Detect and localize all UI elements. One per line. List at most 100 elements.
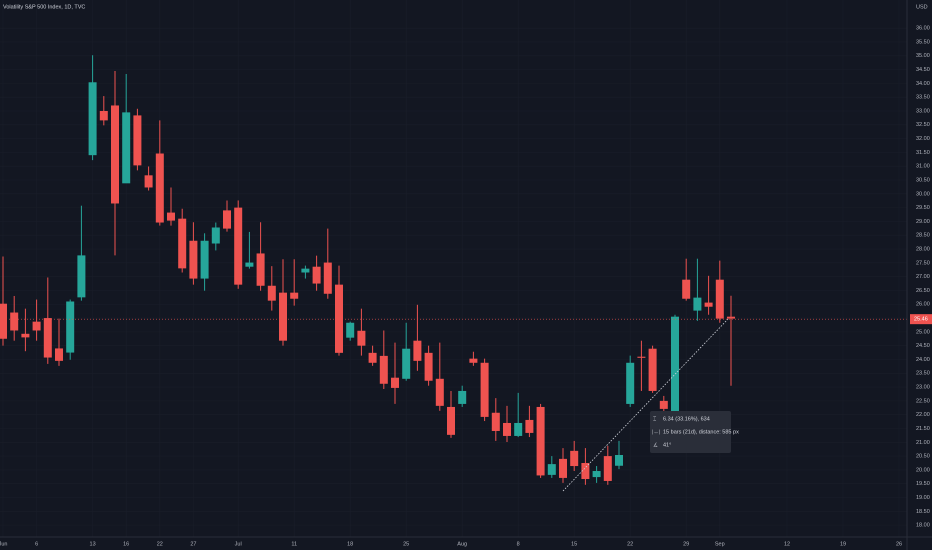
y-tick-label: 22.50	[916, 398, 930, 404]
x-tick-label: 25	[403, 541, 409, 547]
candle-body	[592, 471, 601, 478]
candle-body	[727, 316, 735, 319]
x-tick-label: Jul	[235, 541, 242, 547]
measure-icon: ⌶	[653, 416, 657, 422]
y-tick-label: 30.50	[916, 177, 930, 183]
candle-body	[435, 378, 444, 406]
x-tick-label: 18	[347, 541, 353, 547]
last-price-box	[910, 314, 932, 325]
candle-body	[256, 253, 265, 286]
x-tick-label: 29	[683, 541, 689, 547]
candle-body	[615, 455, 623, 466]
candle-body	[682, 279, 691, 299]
candle-body	[346, 322, 355, 338]
candles	[0, 55, 907, 485]
candle-body	[570, 450, 579, 467]
y-tick-label: 20.00	[916, 467, 930, 473]
candle-body	[323, 262, 332, 294]
y-tick-label: 21.50	[916, 426, 930, 432]
y-tick-label: 25.00	[916, 329, 930, 335]
candle-body	[55, 348, 63, 361]
candle-body	[491, 412, 500, 431]
candle-body	[424, 352, 433, 381]
measure-icon: ∡	[653, 442, 658, 448]
candle-body	[357, 330, 366, 346]
candle-body	[111, 105, 119, 204]
candle-body	[43, 318, 52, 358]
x-tick-label: Jun	[0, 541, 7, 547]
candle-body	[368, 352, 377, 363]
candle-body	[178, 218, 187, 269]
candle-body	[21, 333, 30, 338]
candle-body	[447, 406, 455, 435]
candle-body	[547, 464, 556, 475]
candle-body	[514, 422, 523, 436]
y-tick-label: 36.00	[916, 26, 930, 32]
candle-body	[637, 356, 646, 358]
candle-body	[715, 279, 724, 319]
x-tick-label: Aug	[457, 541, 467, 547]
candle-body	[10, 312, 19, 331]
candle-body	[391, 377, 399, 388]
measure-bars: 15 bars (21d), distance: 585 px	[663, 429, 739, 435]
candle-body	[189, 240, 198, 279]
y-tick-label: 31.50	[916, 150, 930, 156]
x-tick-label: Sep	[715, 541, 725, 547]
axes: 18.00 18.50 19.00 19.50 20.00 20.50 21.00 21.50…	[0, 26, 932, 547]
candle-body	[525, 419, 534, 433]
measure-line	[562, 317, 730, 492]
candle-body	[402, 348, 411, 379]
candle-body	[559, 458, 567, 478]
y-tick-label: 26.50	[916, 288, 930, 294]
y-tick-label: 26.00	[916, 302, 930, 308]
measure-box	[650, 411, 731, 453]
y-tick-label: 22.00	[916, 412, 930, 418]
y-tick-label: 18.50	[916, 509, 930, 515]
y-tick-label: 18.00	[916, 523, 930, 529]
candle-body	[88, 82, 97, 156]
candle-body	[200, 240, 209, 279]
candle-body	[234, 207, 243, 285]
y-tick-label: 27.50	[916, 260, 930, 266]
candle-body	[99, 110, 108, 121]
candle-body	[704, 302, 713, 307]
x-tick-label: 13	[90, 541, 96, 547]
y-tick-label: 35.50	[916, 39, 930, 45]
candle-body	[144, 175, 153, 188]
y-tick-label: 29.00	[916, 219, 930, 225]
measure-icon: |↔|	[652, 429, 660, 435]
candle-body	[279, 292, 287, 341]
candle-body	[659, 400, 668, 409]
candle-body	[536, 406, 545, 476]
y-tick-label: 29.50	[916, 205, 930, 211]
x-tick-label: 22	[627, 541, 633, 547]
candle-body	[211, 227, 220, 244]
x-tick-label: 15	[571, 541, 577, 547]
y-tick-label: 24.00	[916, 357, 930, 363]
measure-price: 6.34 (33.16%), 634	[663, 416, 710, 422]
candle-body	[223, 210, 231, 229]
candle-body	[458, 390, 467, 404]
candle-body	[301, 268, 310, 273]
y-tick-label: 24.50	[916, 343, 930, 349]
y-tick-label: 33.00	[916, 108, 930, 114]
candle-body	[32, 321, 41, 331]
x-tick-label: 27	[190, 541, 196, 547]
candle-body	[66, 301, 75, 353]
candle-body	[480, 362, 489, 417]
x-tick-label: 11	[291, 541, 297, 547]
candle-body	[671, 316, 679, 413]
candle-body	[693, 297, 702, 311]
x-tick-label: 12	[784, 541, 790, 547]
candle-body	[312, 266, 321, 284]
y-tick-label: 21.00	[916, 440, 930, 446]
y-tick-label: 31.00	[916, 164, 930, 170]
x-tick-label: 6	[35, 541, 38, 547]
y-tick-label: 30.00	[916, 191, 930, 197]
y-tick-label: 19.00	[916, 495, 930, 501]
y-tick-label: 28.50	[916, 233, 930, 239]
y-tick-label: 28.00	[916, 246, 930, 252]
candle-body	[603, 456, 612, 481]
